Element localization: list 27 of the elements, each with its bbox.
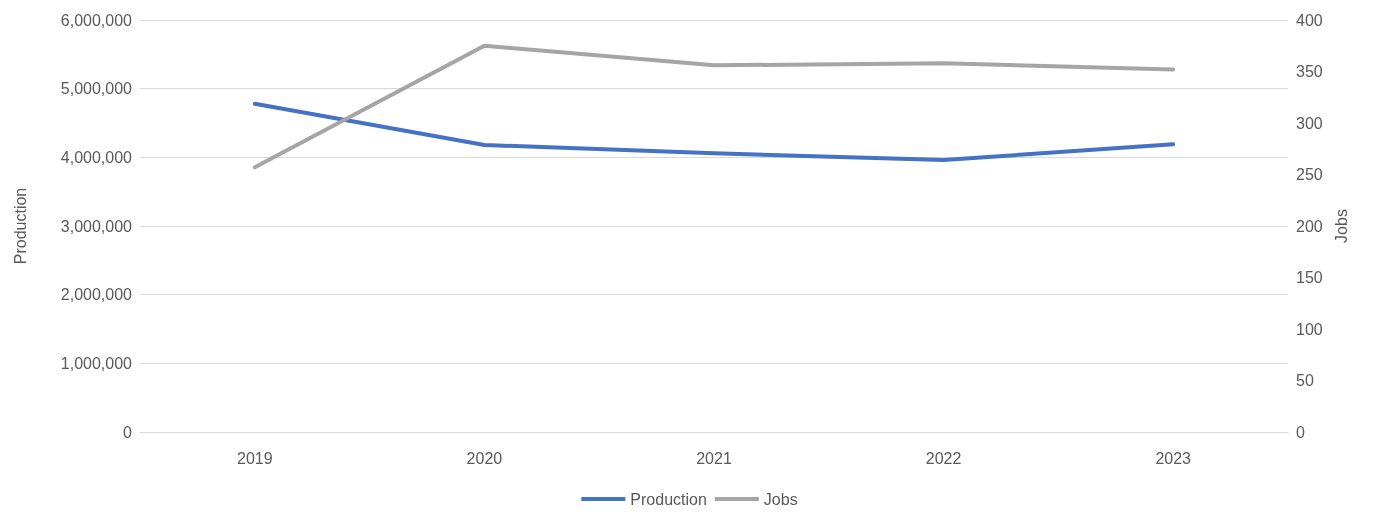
x-tick-label: 2022 — [925, 449, 962, 467]
x-tick-label: 2023 — [1155, 449, 1192, 467]
y2-tick-label: 100 — [1296, 320, 1323, 338]
y2-tick-label: 50 — [1296, 372, 1314, 389]
x-tick-label: 2021 — [696, 449, 732, 467]
y2-tick-label: 350 — [1296, 63, 1323, 80]
y2-tick-label: 0 — [1296, 423, 1305, 441]
y2-tick-label: 300 — [1296, 114, 1323, 132]
y2-tick-label: 200 — [1296, 217, 1323, 235]
line-series — [252, 43, 1176, 170]
y2-tick-label: 250 — [1296, 166, 1323, 183]
y2-tick-label: 400 — [1296, 11, 1323, 29]
y-tick-label: 4,000,000 — [60, 148, 133, 166]
y-tick-label: 1,000,000 — [60, 354, 133, 372]
y-tick-label: 5,000,000 — [60, 80, 133, 98]
y2-axis-title: Jobs — [1333, 209, 1351, 243]
y2-tick-label: 150 — [1296, 269, 1323, 286]
x-tick-label: 2019 — [237, 449, 273, 467]
y-tick-label: 2,000,000 — [60, 286, 133, 304]
x-tick-label: 2020 — [466, 449, 503, 467]
legend-label: Production — [630, 490, 707, 508]
y-axis-title: Production — [11, 187, 29, 265]
y-tick-label: 3,000,000 — [60, 217, 133, 235]
legend-label: Jobs — [763, 490, 798, 508]
y-tick-label: 6,000,000 — [60, 11, 133, 29]
y-tick-label: 0 — [123, 423, 133, 441]
line-series — [252, 101, 1176, 163]
